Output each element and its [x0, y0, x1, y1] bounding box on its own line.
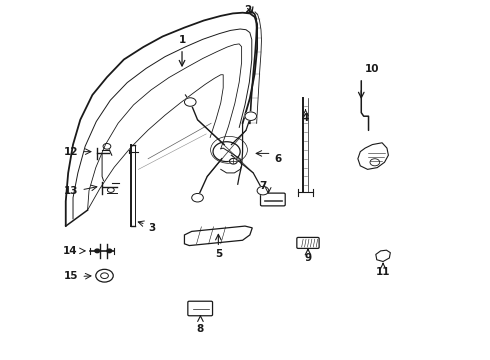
Text: 5: 5 [215, 249, 222, 259]
Circle shape [95, 249, 99, 253]
Text: 7: 7 [260, 181, 267, 191]
Text: 14: 14 [63, 246, 78, 256]
Text: 2: 2 [244, 5, 251, 14]
Circle shape [192, 193, 203, 202]
Text: 13: 13 [63, 186, 78, 195]
Circle shape [229, 158, 237, 164]
Text: 8: 8 [197, 324, 204, 334]
Text: 15: 15 [63, 271, 78, 282]
Circle shape [107, 249, 112, 253]
Text: 9: 9 [304, 253, 312, 263]
Text: 10: 10 [365, 64, 380, 74]
Circle shape [257, 186, 269, 195]
Text: 12: 12 [63, 147, 78, 157]
Circle shape [245, 112, 257, 121]
Text: 6: 6 [274, 154, 281, 164]
Text: 3: 3 [148, 223, 155, 233]
Circle shape [184, 98, 196, 106]
Text: 4: 4 [302, 113, 309, 123]
Text: 1: 1 [178, 35, 186, 45]
Text: 11: 11 [376, 267, 391, 277]
